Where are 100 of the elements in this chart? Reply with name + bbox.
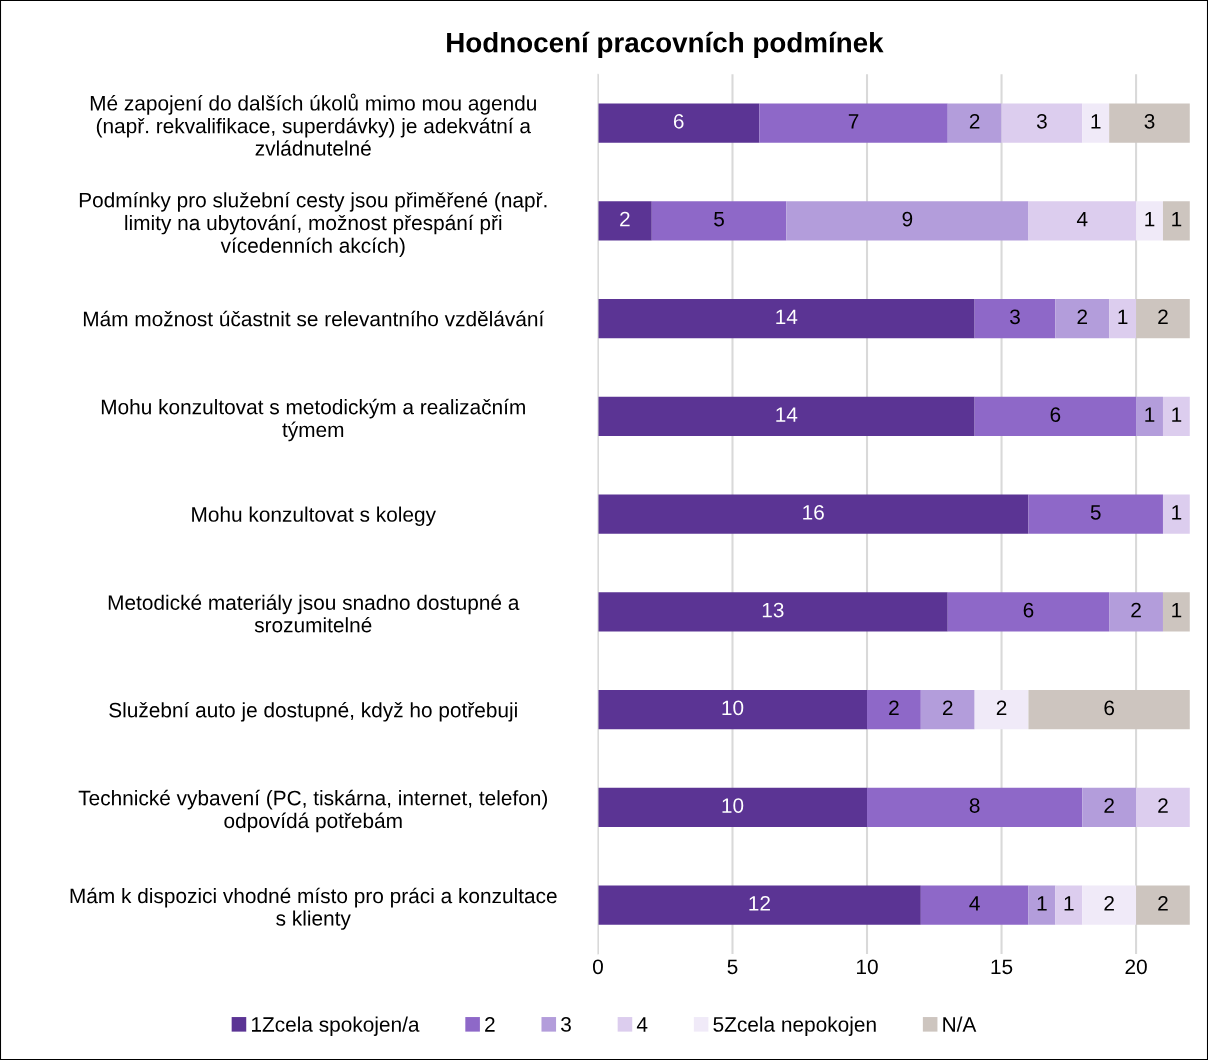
bar — [1109, 592, 1163, 632]
bar — [597, 787, 868, 827]
bar — [1109, 103, 1190, 143]
data-label: 2 — [620, 211, 630, 227]
bar — [920, 690, 975, 730]
bar — [597, 396, 975, 436]
bar — [1055, 885, 1083, 925]
bar — [1028, 201, 1137, 241]
x-tick-label: 20 — [1125, 959, 1147, 975]
data-label: 1 — [1172, 407, 1182, 422]
data-label: 3 — [1144, 113, 1155, 129]
bar — [597, 592, 948, 632]
legend-label: 3 — [561, 1017, 571, 1032]
data-label: 2 — [1104, 798, 1114, 813]
data-label: 2 — [1158, 895, 1168, 911]
data-label: 9 — [902, 211, 913, 227]
bar — [786, 201, 1029, 241]
y-tick-label: Mé zapojení do dalších úkolů mimo mou agendu (např. rekvalifikace, superdávky) je adekvátní a zvládnutelné — [90, 93, 536, 156]
y-tick-label: Metodické materiály jsou snadno dostupné a srozumitelné — [108, 594, 520, 633]
data-label: 2 — [1131, 602, 1141, 618]
bar — [759, 103, 948, 143]
bar — [1136, 787, 1190, 827]
data-label: 1 — [1145, 407, 1155, 422]
legend-label: N/A — [943, 1016, 977, 1032]
data-label: 2 — [996, 700, 1007, 715]
bar — [597, 885, 921, 925]
legend-label: 5Zcela nepokojen — [713, 1016, 876, 1036]
bar — [867, 787, 1083, 827]
bar — [651, 201, 787, 241]
data-label: 16 — [803, 504, 824, 520]
data-label: 2 — [1158, 309, 1168, 324]
data-label: 1 — [1064, 896, 1074, 911]
bar — [1082, 787, 1137, 827]
data-label: 14 — [776, 309, 798, 324]
y-tick-label: Technické vybavení (PC, tiskárna, internet, telefon) odpovídá potřebám — [78, 789, 548, 833]
data-label: 1 — [1037, 896, 1047, 911]
x-tick-label: 5 — [727, 959, 738, 975]
y-tick-label: Podmínky pro služební cesty jsou přiměřené (např. limity na ubytování, možnost přespání při vícedenních akcích) — [79, 191, 547, 258]
bar — [974, 299, 1056, 339]
bar — [597, 201, 652, 241]
bar — [920, 885, 1029, 925]
bar — [1162, 396, 1190, 436]
data-label: 2 — [1077, 309, 1088, 324]
data-label: 2 — [942, 700, 953, 715]
data-label: 10 — [722, 798, 744, 813]
data-label: 1 — [1118, 309, 1128, 324]
chart-title: Hodnocení pracovních podmínek — [447, 31, 884, 58]
data-label: 5 — [1090, 505, 1101, 520]
bar — [1028, 885, 1056, 925]
bar — [597, 103, 760, 143]
bar — [867, 690, 921, 730]
data-label: 6 — [1023, 602, 1034, 618]
data-label: 7 — [848, 114, 859, 129]
data-label: 2 — [1158, 798, 1168, 813]
bar — [597, 494, 1029, 534]
data-label: 4 — [1076, 211, 1088, 227]
bar — [597, 299, 975, 339]
bar — [1136, 885, 1190, 925]
legend-label: 4 — [636, 1017, 648, 1032]
bar — [974, 396, 1137, 436]
data-label: 3 — [1010, 309, 1020, 325]
data-label: 2 — [889, 700, 899, 715]
data-label: 6 — [1104, 700, 1115, 716]
y-tick-label: Mám možnost účastnit se relevantního vzdělávání — [83, 310, 545, 327]
legend-label: 1Zcela spokojen/a — [252, 1016, 420, 1036]
legend-label: 2 — [485, 1017, 495, 1032]
data-label: 1 — [1172, 602, 1182, 618]
bar — [1001, 103, 1083, 143]
bar — [1028, 494, 1163, 534]
bar — [1082, 885, 1137, 925]
y-tick-label: Mohu konzultovat s metodickým a realizačním týmem — [101, 398, 525, 442]
bar — [597, 690, 868, 730]
y-tick-label: Mohu konzultovat s kolegy — [192, 506, 436, 526]
bar — [974, 690, 1029, 730]
bar — [1162, 592, 1190, 632]
y-tick-label: Služební auto je dostupné, když ho potřebuji — [109, 701, 517, 722]
x-tick-label: 10 — [857, 959, 878, 975]
data-label: 3 — [1036, 113, 1047, 129]
data-label: 5 — [714, 211, 724, 227]
bar — [1082, 103, 1110, 143]
x-tick-label: 0 — [592, 959, 603, 975]
data-label: 10 — [722, 700, 744, 716]
y-tick-label: Mám k dispozici vhodné místo pro práci a konzultace s klienty — [70, 887, 557, 930]
x-tick-label: 15 — [991, 959, 1013, 975]
bar — [1162, 494, 1190, 534]
data-label: 12 — [749, 895, 770, 911]
data-label: 1 — [1145, 211, 1155, 227]
bar — [947, 103, 1002, 143]
data-label: 2 — [1104, 895, 1114, 911]
bar — [1109, 299, 1137, 339]
data-label: 8 — [969, 798, 980, 813]
data-label: 1 — [1172, 211, 1182, 227]
bar — [1136, 299, 1190, 339]
data-label: 14 — [776, 407, 798, 422]
data-label: 6 — [673, 113, 684, 129]
data-label: 1 — [1172, 505, 1182, 520]
data-label: 4 — [969, 896, 980, 911]
bar — [1028, 690, 1190, 730]
data-label: 6 — [1050, 407, 1061, 422]
bar — [1055, 299, 1110, 339]
